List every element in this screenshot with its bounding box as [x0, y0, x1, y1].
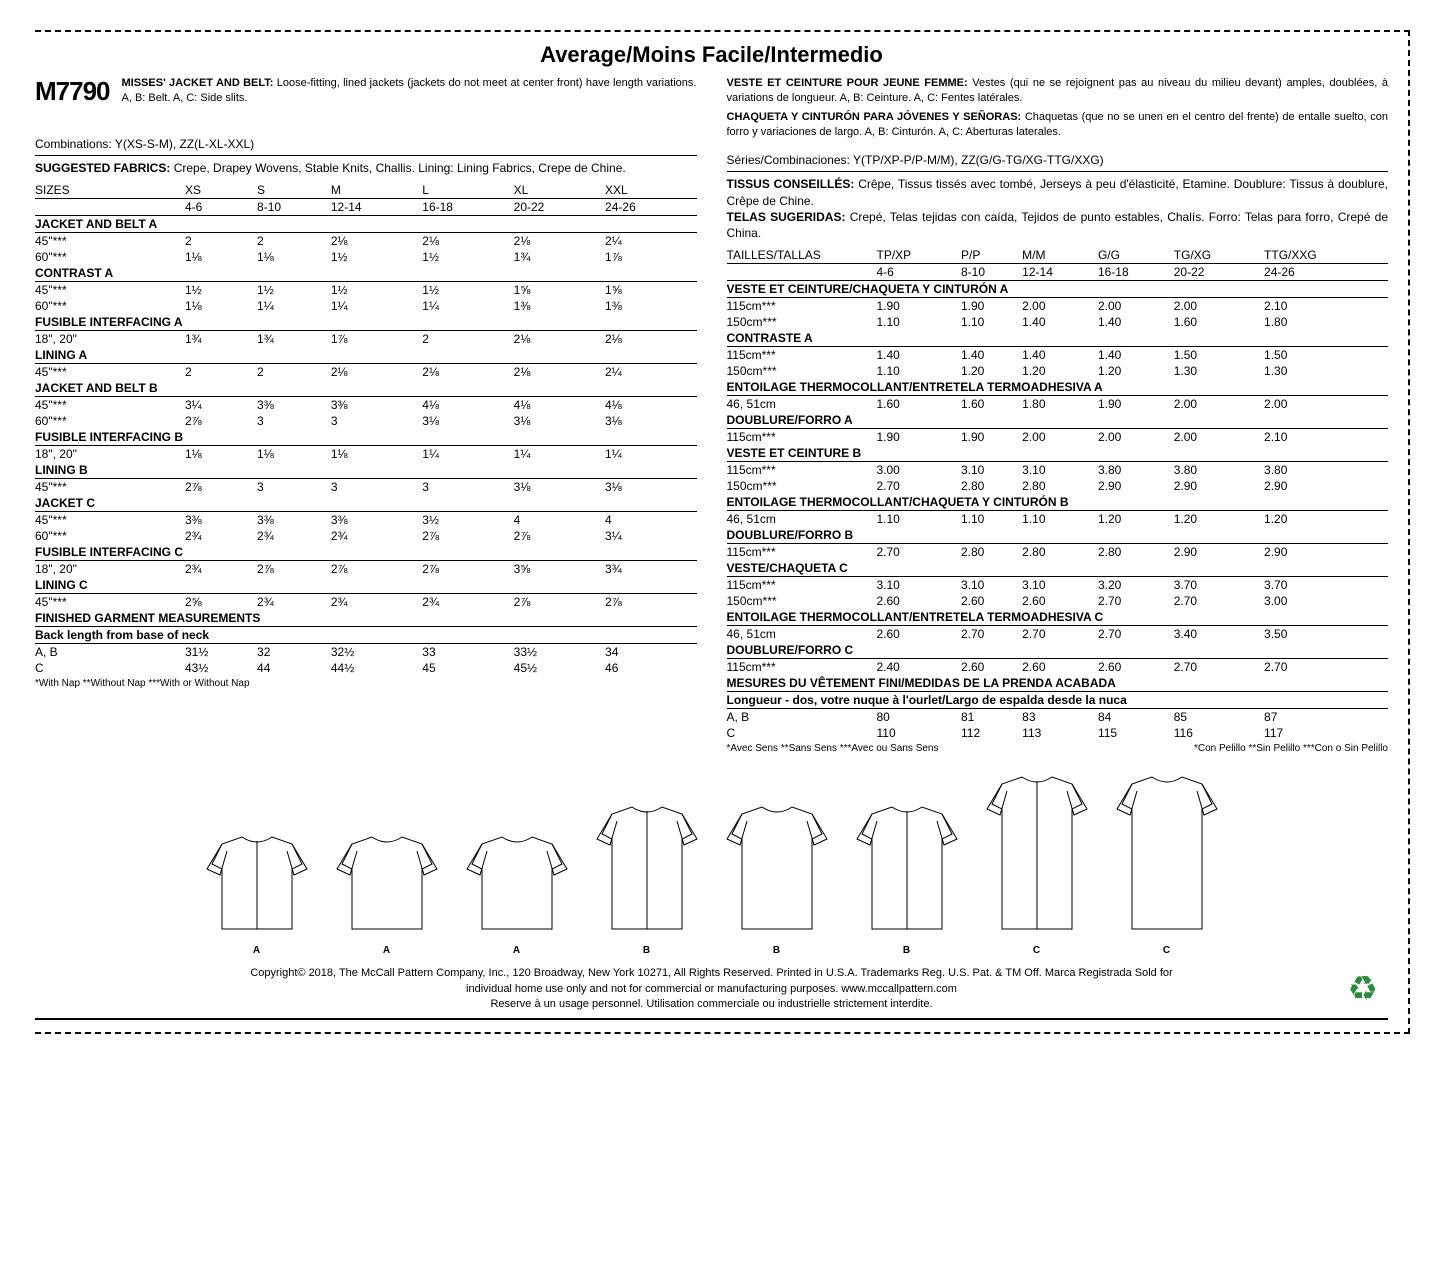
- sketch-label: B: [722, 945, 832, 956]
- yardage-table-right: TAILLES/TALLASTP/XPP/PM/MG/GTG/XGTTG/XXG…: [727, 247, 1389, 741]
- jacket-sketch: [592, 799, 702, 939]
- jacket-sketch: [202, 829, 312, 939]
- combinations-frEs: Séries/Combinaciones: Y(TP/XP-P/P-M/M), …: [727, 153, 1389, 167]
- copyright-line-3: Reserve à un usage personnel. Utilisatio…: [35, 997, 1388, 1012]
- jacket-sketch: [852, 799, 962, 939]
- jacket-sketch: [332, 829, 442, 939]
- nap-note-en: *With Nap **Without Nap ***With or Witho…: [35, 678, 697, 689]
- jacket-sketch: [722, 799, 832, 939]
- copyright-line-1: Copyright© 2018, The McCall Pattern Comp…: [35, 966, 1388, 981]
- sketch-label: B: [852, 945, 962, 956]
- description-fr: VESTE ET CEINTURE POUR JEUNE FEMME: Vest…: [727, 76, 1389, 106]
- nap-note-es: *Con Pelillo **Sin Pelillo ***Con o Sin …: [1194, 743, 1388, 754]
- fabrics-en: SUGGESTED FABRICS: Crepe, Drapey Wovens,…: [35, 160, 697, 176]
- right-column: VESTE ET CEINTURE POUR JEUNE FEMME: Vest…: [727, 76, 1389, 754]
- description-es: CHAQUETA Y CINTURÓN PARA JÓVENES Y SEÑOR…: [727, 110, 1389, 140]
- nap-note-fr: *Avec Sens **Sans Sens ***Avec ou Sans S…: [727, 743, 939, 754]
- combinations-en: Combinations: Y(XS-S-M), ZZ(L-XL-XXL): [35, 137, 697, 151]
- jacket-sketch: [982, 769, 1092, 939]
- pattern-number: M7790: [35, 76, 110, 107]
- difficulty-title: Average/Moins Facile/Intermedio: [35, 42, 1388, 68]
- sketch-label: B: [592, 945, 702, 956]
- garment-sketches: A A A B B: [35, 769, 1388, 956]
- copyright-block: Copyright© 2018, The McCall Pattern Comp…: [35, 966, 1388, 1012]
- pattern-envelope: Average/Moins Facile/Intermedio M7790 MI…: [35, 30, 1410, 1034]
- fabrics-fr: TISSUS CONSEILLÉS: Crêpe, Tissus tissés …: [727, 176, 1389, 208]
- fabrics-es: TELAS SUGERIDAS: Crepé, Telas tejidas co…: [727, 209, 1389, 241]
- jacket-sketch: [462, 829, 572, 939]
- recycle-icon: ♻: [1348, 966, 1378, 1014]
- sketch-label: A: [332, 945, 442, 956]
- jacket-sketch: [1112, 769, 1222, 939]
- left-column: M7790 MISSES' JACKET AND BELT: Loose-fit…: [35, 76, 697, 754]
- sketch-label: C: [1112, 945, 1222, 956]
- sketch-label: C: [982, 945, 1092, 956]
- copyright-line-2: individual home use only and not for com…: [35, 982, 1388, 997]
- description-en: MISSES' JACKET AND BELT: Loose-fitting, …: [122, 76, 697, 107]
- main-columns: M7790 MISSES' JACKET AND BELT: Loose-fit…: [35, 76, 1388, 754]
- sketch-label: A: [462, 945, 572, 956]
- sketch-label: A: [202, 945, 312, 956]
- yardage-table-left: SIZESXSSMLXLXXL4-68-1012-1416-1820-2224-…: [35, 182, 697, 676]
